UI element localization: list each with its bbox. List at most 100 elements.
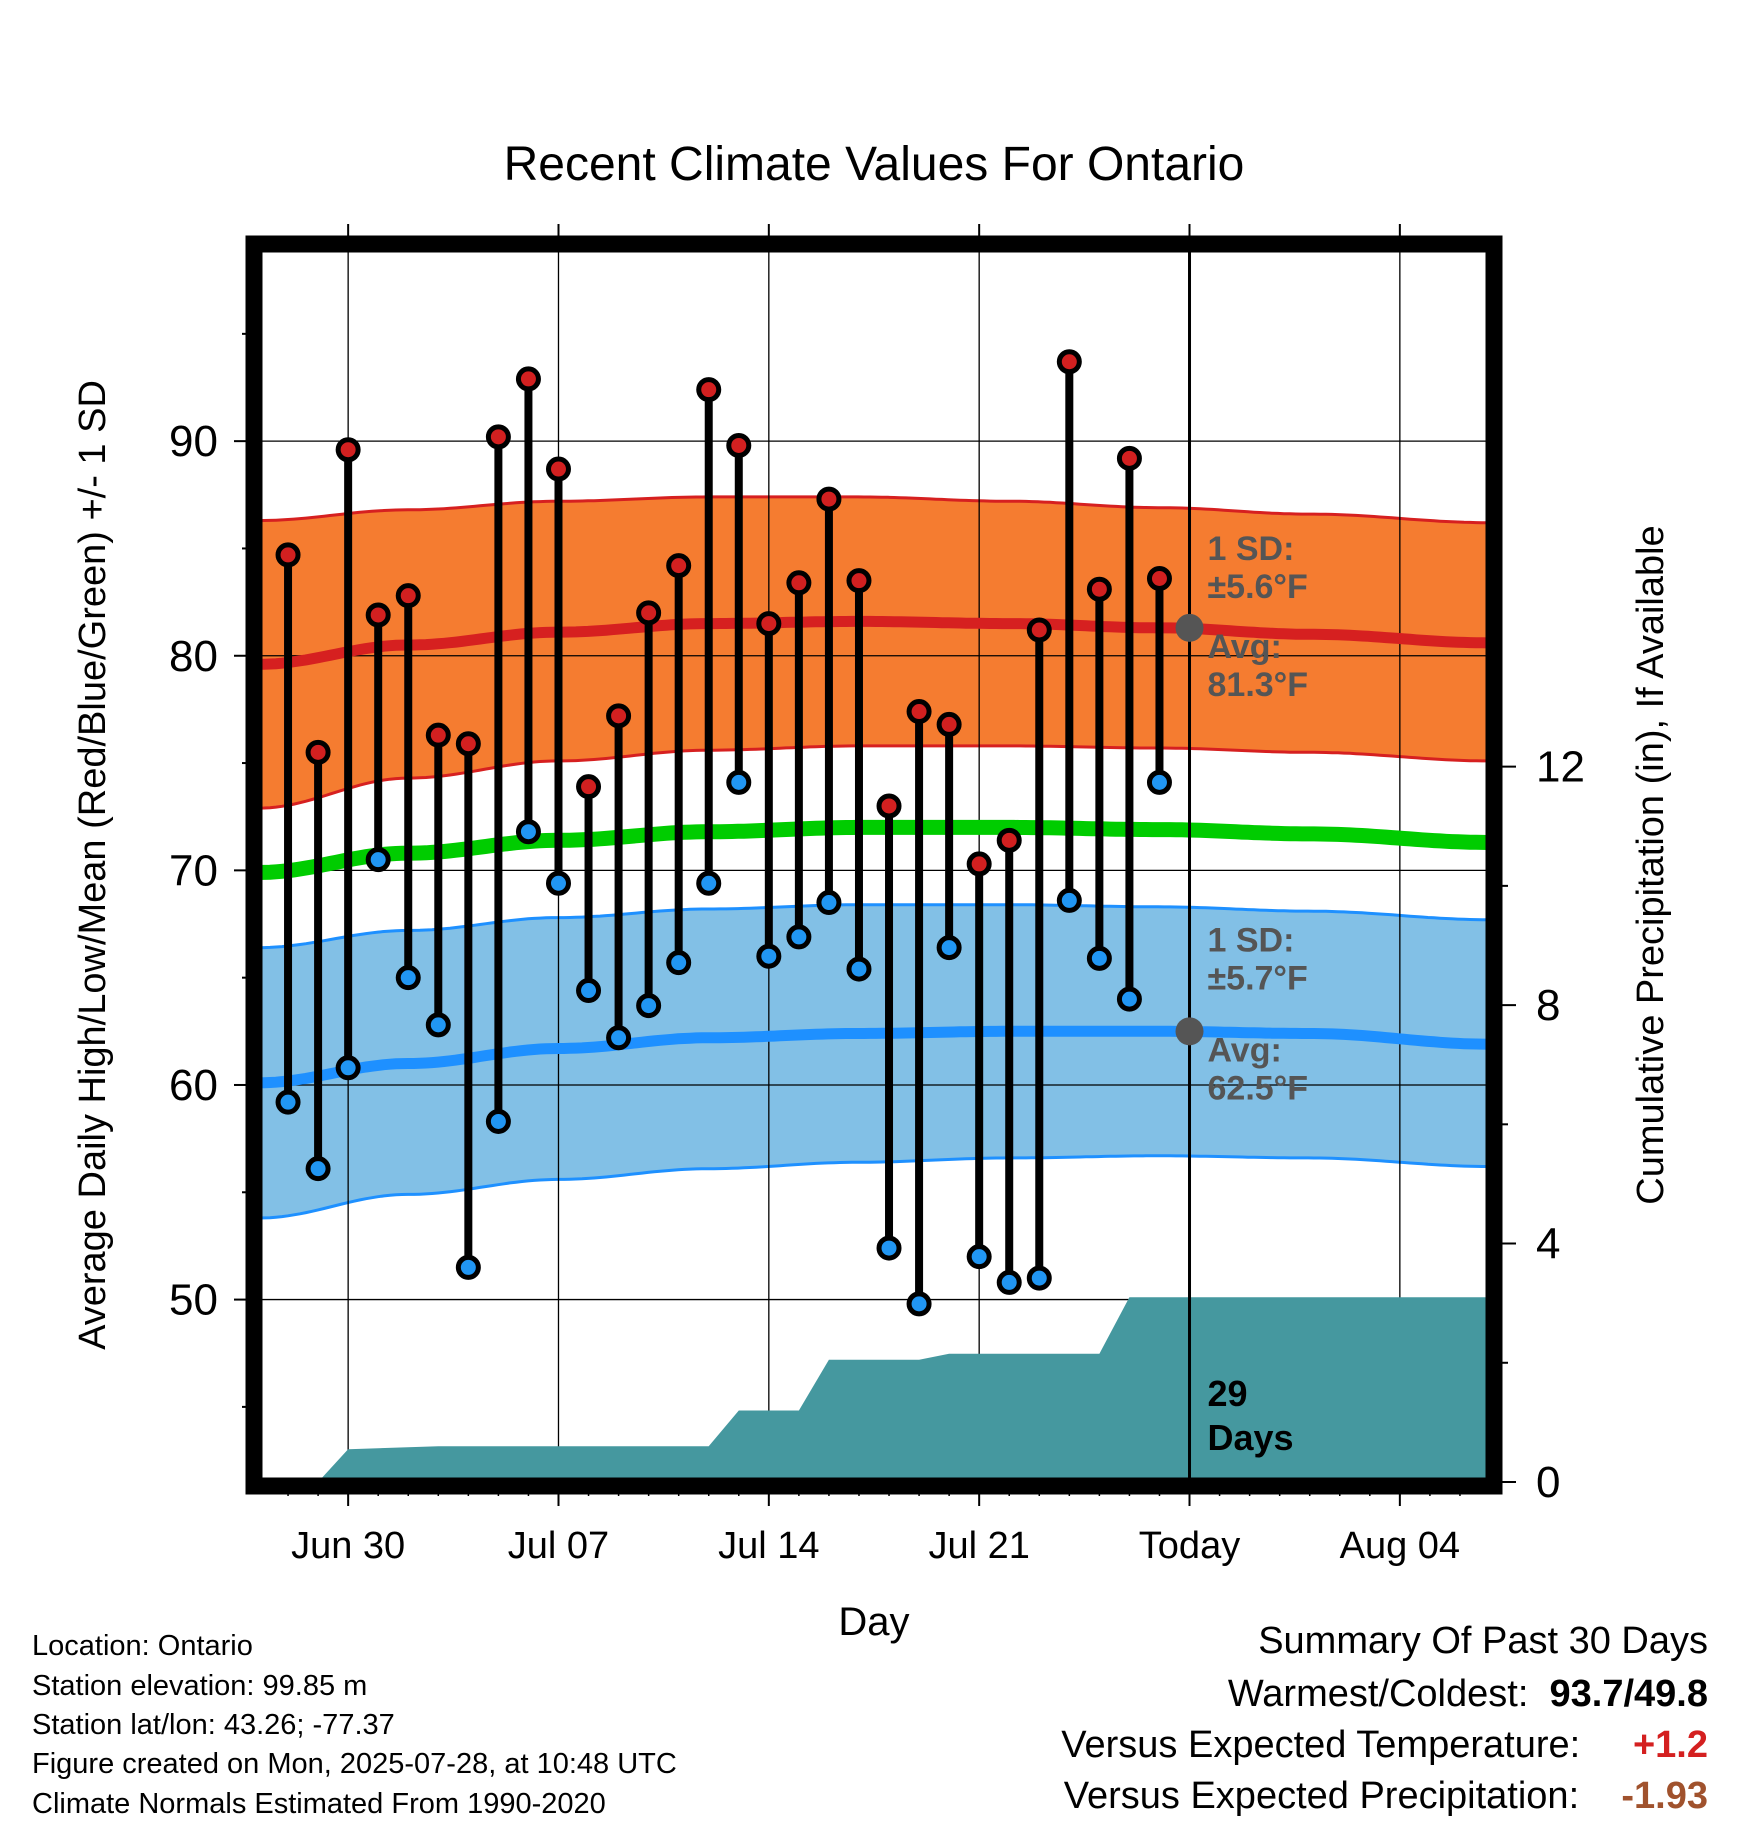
y-tick-label: 50 [169, 1276, 218, 1325]
low-point [726, 769, 752, 795]
y-tick-label: 90 [169, 417, 218, 466]
temp-anomaly-value: +1.2 [1632, 1724, 1708, 1766]
high-point [545, 456, 571, 482]
low-point [515, 819, 541, 845]
low-point [786, 924, 812, 950]
high-point [395, 583, 421, 609]
today-low-avg-marker [1175, 1017, 1204, 1046]
normals-text: Climate Normals Estimated From 1990-2020 [32, 1788, 606, 1820]
high-point [335, 437, 361, 463]
high-avg-value: 81.3°F [1208, 666, 1309, 704]
days-count-number: 29 [1208, 1373, 1248, 1414]
high-point [876, 793, 902, 819]
high-point [1116, 445, 1142, 471]
y-tick-label: 60 [169, 1061, 218, 1110]
low-point [455, 1254, 481, 1280]
temp-anomaly-label: Versus Expected Temperature: [1061, 1724, 1581, 1766]
high-point [1056, 349, 1082, 375]
high-point [515, 366, 541, 392]
high-sd-band [258, 496, 1488, 809]
y2-tick-label: 12 [1536, 743, 1585, 792]
low-normal-line [258, 1025, 1489, 1089]
low-sd-band-upper-edge [258, 903, 1488, 950]
high-point [606, 703, 632, 729]
low-point [966, 1244, 992, 1270]
low-point [425, 1012, 451, 1038]
low-point [576, 978, 602, 1004]
low-point [816, 890, 842, 916]
low-point [906, 1291, 932, 1317]
y-tick-label: 80 [169, 632, 218, 681]
high-point [966, 851, 992, 877]
plot-border [245, 235, 1503, 1495]
high-point [1026, 617, 1052, 643]
high-point [936, 711, 962, 737]
low-point [846, 956, 872, 982]
y2-tick-label: 0 [1536, 1458, 1560, 1507]
low-point [395, 965, 421, 991]
latlon-text: Station lat/lon: 43.26; -77.37 [32, 1709, 395, 1741]
low-point [876, 1235, 902, 1261]
mean-normal-line [257, 819, 1489, 880]
high-point [1146, 565, 1172, 591]
low-point [485, 1108, 511, 1134]
low-sd-band-lower-edge [257, 1154, 1488, 1220]
precip-anomaly-label: Versus Expected Precipitation: [1063, 1775, 1580, 1817]
low-point [335, 1055, 361, 1081]
normal-bands [257, 495, 1488, 1220]
observations [275, 349, 1172, 1317]
low-point [696, 870, 722, 896]
high-point [666, 553, 692, 579]
high-point [786, 570, 812, 596]
axes: 50 60 70 80 90 0 4 8 12 Jun 30 Jul 07 Jul 14 Jul 21 T… [169, 224, 1585, 1567]
warm-cold-label: Warmest/Coldest: [1227, 1673, 1529, 1715]
low-sd-band [258, 904, 1488, 1218]
precip-area [318, 1297, 1491, 1482]
low-sd-label: 1 SD: [1208, 921, 1295, 959]
today-high-avg-marker [1175, 613, 1204, 642]
elevation-text: Station elevation: 99.85 m [32, 1670, 368, 1702]
low-point [1026, 1265, 1052, 1291]
high-point [1086, 576, 1112, 602]
x-axis-label: Day [838, 1600, 909, 1644]
days-count-word: Days [1208, 1417, 1294, 1458]
low-point [275, 1089, 301, 1115]
x-tick-label: Jul 07 [508, 1525, 609, 1567]
x-tick-label: Jun 30 [291, 1525, 405, 1567]
high-point [275, 542, 301, 568]
low-point [1146, 769, 1172, 795]
low-point [1056, 887, 1082, 913]
y2-tick-label: 8 [1536, 981, 1560, 1030]
high-sd-band-lower-edge [257, 744, 1488, 810]
high-point [455, 731, 481, 757]
summary-title: Summary Of Past 30 Days [1258, 1620, 1708, 1662]
low-sd-value: ±5.7°F [1208, 959, 1308, 997]
precip-anomaly-value: -1.93 [1621, 1775, 1708, 1817]
high-point [425, 722, 451, 748]
high-point [996, 827, 1022, 853]
chart-title: Recent Climate Values For Ontario [504, 138, 1245, 191]
high-point [576, 774, 602, 800]
y-axis-label: Average Daily High/Low/Mean (Red/Blue/Gr… [72, 380, 114, 1350]
high-point [365, 602, 391, 628]
high-point [726, 432, 752, 458]
low-point [305, 1156, 331, 1182]
grid-lines [258, 248, 1490, 1482]
high-point [816, 486, 842, 512]
high-point [696, 377, 722, 403]
summary-precip: Versus Expected Precipitation: -1.93 [1064, 1775, 1708, 1818]
low-point [1086, 945, 1112, 971]
high-point [906, 699, 932, 725]
low-point [365, 847, 391, 873]
high-sd-label: 1 SD: [1208, 530, 1295, 568]
summary-temp: Versus Expected Temperature: +1.2 [1061, 1724, 1708, 1767]
y2-axis-label: Cumulative Precipitation (in), If Availa… [1630, 525, 1672, 1204]
low-avg-value: 62.5°F [1208, 1069, 1309, 1107]
high-point [485, 424, 511, 450]
plot-frame [245, 235, 1503, 1495]
x-tick-label: Aug 04 [1340, 1525, 1460, 1567]
high-point [756, 611, 782, 637]
low-point [666, 950, 692, 976]
low-point [545, 870, 571, 896]
